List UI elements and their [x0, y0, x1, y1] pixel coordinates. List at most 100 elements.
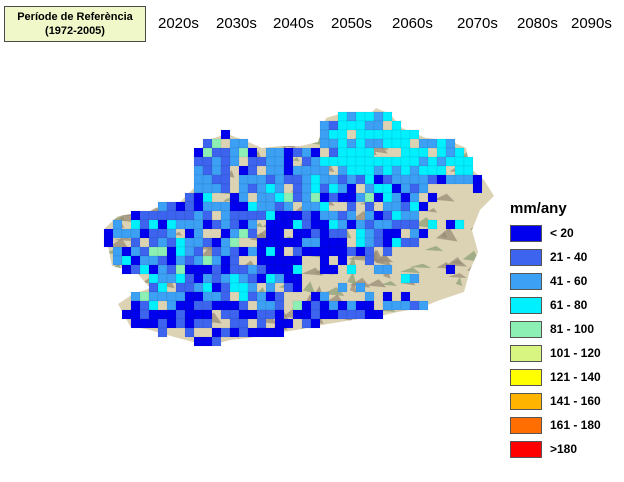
grid-cell [202, 255, 213, 266]
grid-cell [328, 156, 339, 167]
grid-cell [346, 264, 357, 275]
grid-cell [301, 174, 312, 185]
grid-cell [247, 210, 258, 221]
grid-cell [400, 165, 411, 176]
grid-cell [364, 219, 375, 230]
grid-cell [148, 318, 159, 329]
grid-cell [301, 309, 312, 320]
grid-cell [427, 138, 438, 149]
grid-cell [364, 192, 375, 203]
grid-cell [247, 264, 258, 275]
grid-cell [166, 300, 177, 311]
grid-cell [319, 255, 330, 266]
grid-cell [202, 201, 213, 212]
grid-cell [121, 228, 132, 239]
grid-cell [202, 210, 213, 221]
grid-cell [175, 273, 186, 284]
grid-cell [184, 201, 195, 212]
grid-cell [391, 129, 402, 140]
grid-cell [409, 165, 420, 176]
grid-cell [436, 174, 447, 185]
grid-cell [130, 309, 141, 320]
grid-cell [283, 282, 294, 293]
grid-cell [292, 210, 303, 221]
grid-cell [166, 210, 177, 221]
grid-cell [166, 246, 177, 257]
grid-cell [211, 327, 222, 338]
grid-cell [346, 246, 357, 257]
grid-cell [202, 138, 213, 149]
grid-cell [373, 309, 384, 320]
grid-cell [139, 228, 150, 239]
grid-cell [157, 318, 168, 329]
grid-cell [211, 174, 222, 185]
grid-cell [337, 237, 348, 248]
grid-cell [130, 291, 141, 302]
grid-cell [202, 156, 213, 167]
grid-cell [319, 201, 330, 212]
grid-cell [418, 228, 429, 239]
grid-cell [274, 192, 285, 203]
decade-2040s[interactable]: 2040s [273, 15, 314, 32]
grid-cell [184, 273, 195, 284]
grid-cell [148, 255, 159, 266]
grid-cell [427, 156, 438, 167]
decade-2070s[interactable]: 2070s [457, 15, 498, 32]
grid-cell [355, 300, 366, 311]
grid-cell [229, 156, 240, 167]
grid-cell [166, 291, 177, 302]
grid-cell [292, 228, 303, 239]
grid-cell [301, 156, 312, 167]
grid-cell [157, 273, 168, 284]
grid-cell [265, 210, 276, 221]
decade-2020s[interactable]: 2020s [158, 15, 199, 32]
grid-cell [391, 237, 402, 248]
grid-cell [121, 264, 132, 275]
grid-cell [184, 219, 195, 230]
decade-2050s[interactable]: 2050s [331, 15, 372, 32]
grid-cell [337, 120, 348, 131]
grid-cell [319, 291, 330, 302]
grid-cell [202, 147, 213, 158]
grid-cell [301, 192, 312, 203]
grid-cell [418, 174, 429, 185]
grid-cell [265, 291, 276, 302]
grid-cell [247, 165, 258, 176]
grid-cell [319, 264, 330, 275]
grid-cell [247, 174, 258, 185]
grid-cell [256, 183, 267, 194]
grid-cell [157, 246, 168, 257]
decade-2080s[interactable]: 2080s [517, 15, 558, 32]
grid-cell [193, 246, 204, 257]
grid-cell [346, 210, 357, 221]
grid-cell [301, 246, 312, 257]
grid-cell [166, 237, 177, 248]
grid-cell [148, 219, 159, 230]
grid-cell [355, 165, 366, 176]
grid-cell [364, 291, 375, 302]
grid-cell [175, 309, 186, 320]
grid-cell [247, 228, 258, 239]
grid-cell [355, 129, 366, 140]
grid-cell [418, 300, 429, 311]
grid-cell [157, 219, 168, 230]
grid-cell [184, 318, 195, 329]
grid-cell [238, 165, 249, 176]
decade-2030s[interactable]: 2030s [216, 15, 257, 32]
grid-cell [382, 201, 393, 212]
grid-cell [166, 318, 177, 329]
decade-2060s[interactable]: 2060s [392, 15, 433, 32]
reference-period-button[interactable]: Període de Referència (1972-2005) [4, 6, 146, 42]
grid-cell [139, 255, 150, 266]
grid-cell [382, 291, 393, 302]
grid-cell [355, 174, 366, 185]
grid-cell [166, 201, 177, 212]
grid-cell [283, 273, 294, 284]
grid-cell [337, 183, 348, 194]
grid-cell [301, 210, 312, 221]
grid-cell [283, 237, 294, 248]
grid-cell [301, 219, 312, 230]
decade-2090s[interactable]: 2090s [571, 15, 612, 32]
grid-cell [175, 318, 186, 329]
grid-cell [202, 282, 213, 293]
